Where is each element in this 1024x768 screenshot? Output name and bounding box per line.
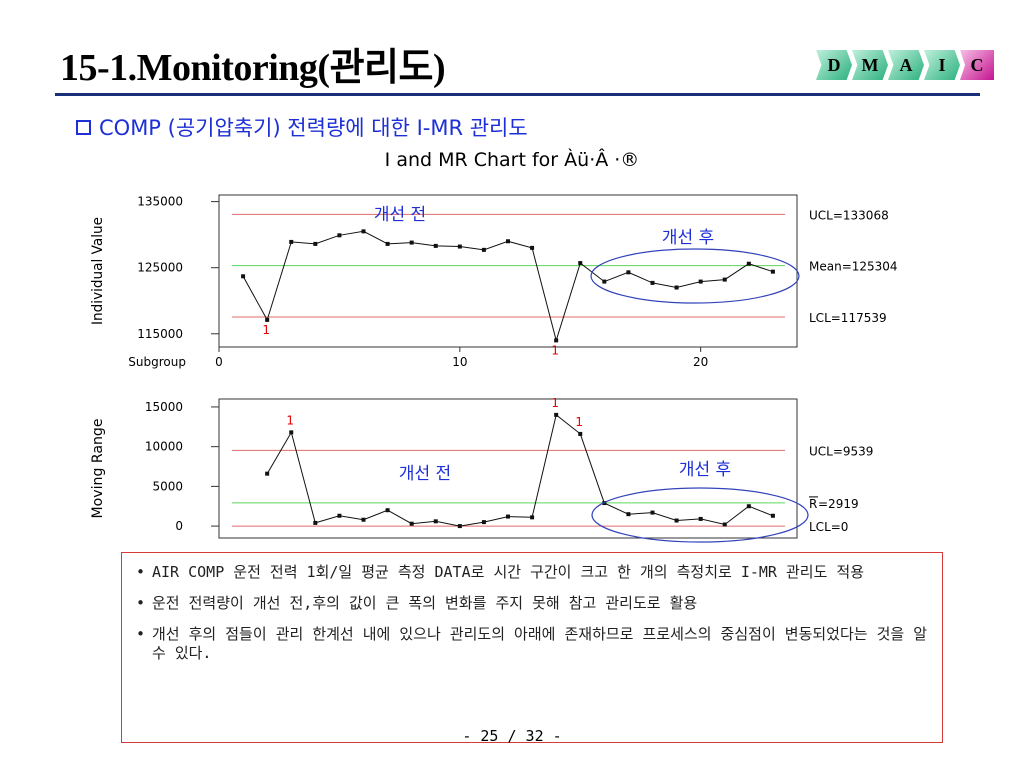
individual-before-annotation: 개선 전 (374, 205, 426, 225)
moving-range-after-ellipse (591, 487, 809, 543)
individual-data-point (409, 240, 414, 245)
individual-plot-frame (218, 194, 798, 348)
individual-data-point (481, 247, 486, 252)
moving-range-out-of-control-flag: 1 (286, 413, 294, 427)
x-tick-label: 10 (452, 355, 467, 369)
individual-ucl-label: UCL=133068 (809, 208, 889, 222)
individual-data-point (674, 285, 679, 290)
moving-range-data-point (674, 518, 679, 523)
moving-range-data-point (530, 515, 535, 520)
moving-range-data-point (289, 430, 294, 435)
individual-data-point (289, 239, 294, 244)
individual-data-point (361, 229, 366, 234)
moving-range-lcl-label: LCL=0 (809, 520, 848, 534)
moving-range-data-point (409, 521, 414, 526)
x-tick-label: 0 (215, 355, 223, 369)
page-number: - 25 / 32 - (462, 727, 562, 745)
moving-range-after-annotation: 개선 후 (679, 460, 731, 480)
individual-data-point (265, 317, 270, 322)
moving-range-data-point (770, 513, 775, 518)
moving-range-data-point (385, 508, 390, 513)
individual-y-tick-label: 125000 (137, 261, 183, 275)
individual-after-ellipse (590, 248, 800, 304)
moving-range-data-point (626, 512, 631, 517)
moving-range-data-point (457, 524, 462, 529)
moving-range-data-point (313, 520, 318, 525)
subtitle-text: COMP (공기압축기) 전력량에 대한 I-MR 관리도 (99, 116, 528, 140)
individual-data-point (506, 239, 510, 244)
dmaic-d: D (816, 50, 852, 80)
moving-range-data-point (554, 412, 559, 417)
moving-range-y-tick-label: 5000 (152, 479, 183, 493)
note-item-2: 운전 전력량이 개선 전,후의 값이 큰 폭의 변화를 주지 못해 참고 관리도… (136, 594, 928, 613)
individual-mean-label: Mean=125304 (809, 260, 898, 274)
individual-data-point (650, 280, 655, 285)
moving-range-out-of-control-flag: 1 (551, 396, 559, 410)
individual-data-point (241, 274, 246, 279)
moving-range-rbar-symbol: R (809, 497, 817, 511)
section-subtitle: COMP (공기압축기) 전력량에 대한 I-MR 관리도 (76, 112, 528, 142)
dmaic-c: C (960, 50, 994, 80)
checkbox-bullet-icon (76, 119, 91, 135)
individual-data-point (626, 270, 631, 275)
moving-range-y-axis-label: Moving Range (90, 419, 106, 519)
individual-data-point (313, 241, 318, 246)
moving-range-data-point (265, 471, 270, 476)
dmaic-m: M (852, 50, 888, 80)
individual-data-point (457, 244, 462, 249)
moving-range-data-point (433, 519, 438, 524)
dmaic-a: A (888, 50, 924, 80)
moving-range-y-tick-label: 15000 (145, 400, 183, 414)
individual-y-axis-label: Individual Value (90, 217, 106, 325)
individual-after-annotation: 개선 후 (662, 228, 714, 248)
individual-data-point (722, 277, 727, 282)
moving-range-data-point (722, 522, 727, 527)
note-item-3: 개선 후의 점들이 관리 한계선 내에 있으나 관리도의 아래에 존재하므로 프… (136, 625, 928, 663)
title-divider (55, 93, 980, 96)
individual-data-point (337, 233, 342, 238)
moving-range-series-line (266, 414, 774, 527)
moving-range-data-point (602, 501, 607, 506)
individual-data-point (433, 243, 438, 248)
moving-range-data-point (506, 514, 510, 519)
moving-range-data-point (337, 513, 342, 518)
x-axis-label: Subgroup (128, 355, 186, 369)
moving-range-plot-frame (218, 398, 798, 539)
individual-data-point (385, 241, 390, 246)
x-tick-label: 20 (693, 355, 708, 369)
individual-data-point (746, 261, 751, 266)
individual-data-point (698, 279, 703, 284)
moving-range-before-annotation: 개선 전 (399, 464, 451, 484)
note-item-1: AIR COMP 운전 전력 1회/일 평균 측정 DATA로 시간 구간이 크… (136, 563, 928, 582)
individual-out-of-control-flag: 1 (551, 343, 559, 357)
moving-range-data-point (578, 431, 583, 436)
moving-range-ucl-label: UCL=9539 (809, 444, 873, 458)
individual-y-tick-label: 135000 (137, 195, 183, 209)
individual-data-point (578, 261, 583, 266)
moving-range-data-point (746, 504, 751, 509)
individual-data-point (602, 279, 607, 284)
moving-range-y-tick-label: 10000 (145, 440, 183, 454)
individual-data-point (770, 269, 775, 274)
chart-title: I and MR Chart for Àü·Â ·® (384, 149, 640, 171)
moving-range-data-point (361, 517, 366, 522)
individual-y-tick-label: 115000 (137, 327, 183, 341)
moving-range-data-point (481, 520, 486, 525)
moving-range-y-tick-label: 0 (175, 519, 183, 533)
dmaic-i: I (924, 50, 960, 80)
notes-box: AIR COMP 운전 전력 1회/일 평균 측정 DATA로 시간 구간이 크… (121, 552, 943, 743)
moving-range-data-point (698, 516, 703, 521)
dmaic-badge: D M A I C (816, 50, 994, 80)
individual-data-point (530, 245, 535, 250)
individual-data-point (554, 338, 559, 343)
page-title: 15-1.Monitoring(관리도) (60, 47, 446, 89)
individual-lcl-label: LCL=117539 (809, 311, 887, 325)
moving-range-rbar-label: =2919 (818, 497, 859, 511)
moving-range-out-of-control-flag: 1 (575, 415, 583, 429)
individual-out-of-control-flag: 1 (262, 323, 270, 337)
moving-range-data-point (650, 510, 655, 515)
